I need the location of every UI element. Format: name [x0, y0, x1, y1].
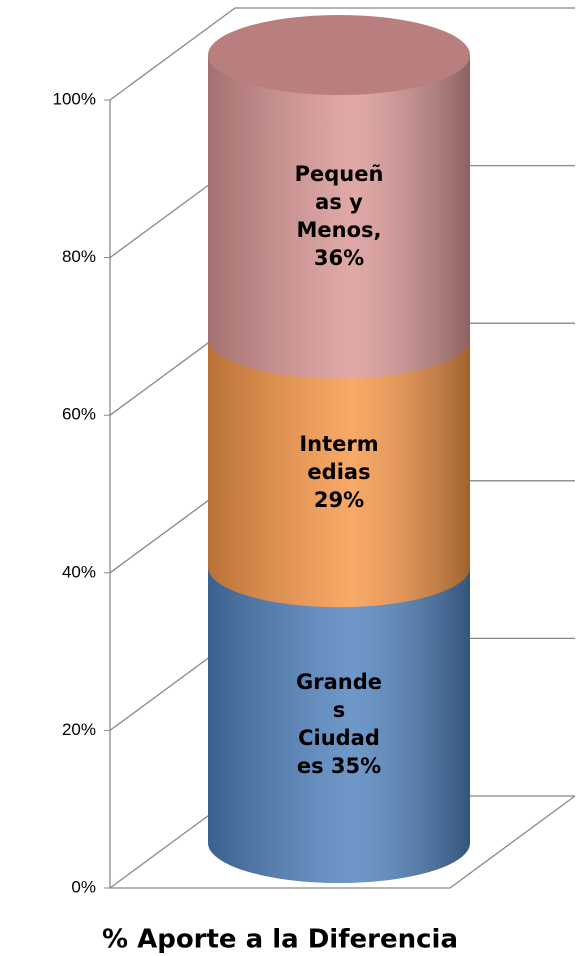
y-tick-label: 0%: [71, 877, 96, 896]
cylinder-top: [208, 15, 470, 95]
segment-shading: [208, 338, 470, 608]
data-label: Pequeñ as y Menos, 36%: [295, 162, 384, 270]
segment-shading: [208, 567, 470, 883]
grid-line: [109, 7, 575, 101]
y-tick-label: 40%: [62, 562, 96, 581]
category-label: % Aporte a la Diferencia: [102, 925, 458, 955]
data-label: Interm edias 29%: [299, 432, 378, 512]
data-label: Grande s Ciudad es 35%: [296, 670, 382, 778]
top-shading: [208, 15, 470, 95]
y-tick-label: 20%: [62, 720, 96, 739]
y-tick-label: 100%: [53, 89, 96, 108]
y-tick-label: 80%: [62, 247, 96, 266]
floor: [110, 795, 576, 889]
y-tick-label: 60%: [62, 405, 96, 424]
segment-shading: [208, 55, 470, 379]
